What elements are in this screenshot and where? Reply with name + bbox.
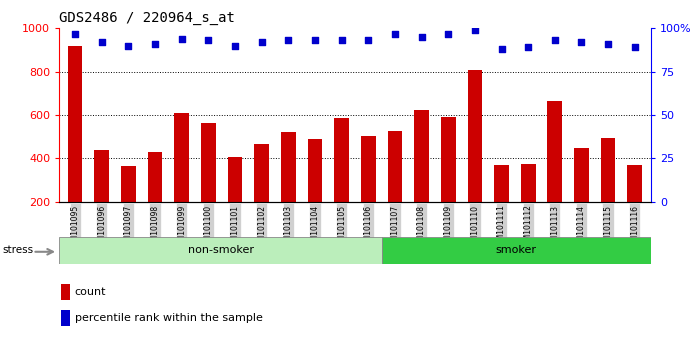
Point — [363, 38, 374, 43]
Bar — [281, 132, 296, 245]
Bar — [59, 237, 382, 264]
Point — [203, 38, 214, 43]
Bar — [254, 144, 269, 245]
Point — [603, 41, 614, 47]
Bar — [548, 101, 562, 245]
Point — [443, 31, 454, 36]
Bar — [334, 118, 349, 245]
Bar — [414, 110, 429, 245]
Bar — [388, 131, 402, 245]
Point — [469, 27, 480, 33]
Bar — [382, 237, 651, 264]
Point — [629, 45, 640, 50]
Point — [576, 39, 587, 45]
Bar — [468, 69, 482, 245]
Text: smoker: smoker — [496, 245, 537, 256]
Point — [176, 36, 187, 41]
Point — [230, 43, 241, 48]
Point — [416, 34, 427, 40]
Point — [283, 38, 294, 43]
Bar — [61, 310, 70, 326]
Point — [496, 46, 507, 52]
Point — [389, 31, 400, 36]
Bar — [521, 164, 535, 245]
Point — [336, 38, 347, 43]
Point — [123, 43, 134, 48]
Bar — [201, 122, 216, 245]
Point — [523, 45, 534, 50]
Bar — [574, 148, 589, 245]
Text: non-smoker: non-smoker — [187, 245, 253, 256]
Bar — [148, 152, 162, 245]
Point — [310, 38, 321, 43]
Point — [70, 31, 81, 36]
Bar — [494, 165, 509, 245]
Bar — [308, 139, 322, 245]
Bar — [361, 136, 376, 245]
Point — [96, 39, 107, 45]
Point — [150, 41, 161, 47]
Bar — [627, 165, 642, 245]
Bar — [601, 138, 615, 245]
Bar — [175, 113, 189, 245]
Text: percentile rank within the sample: percentile rank within the sample — [74, 313, 262, 323]
Bar — [441, 117, 456, 245]
Text: count: count — [74, 287, 106, 297]
Point — [256, 39, 267, 45]
Text: stress: stress — [2, 245, 33, 256]
Point — [549, 38, 560, 43]
Text: GDS2486 / 220964_s_at: GDS2486 / 220964_s_at — [59, 11, 235, 25]
Bar — [61, 284, 70, 300]
Bar — [121, 166, 136, 245]
Bar — [95, 150, 109, 245]
Bar — [228, 157, 242, 245]
Bar — [68, 46, 83, 245]
